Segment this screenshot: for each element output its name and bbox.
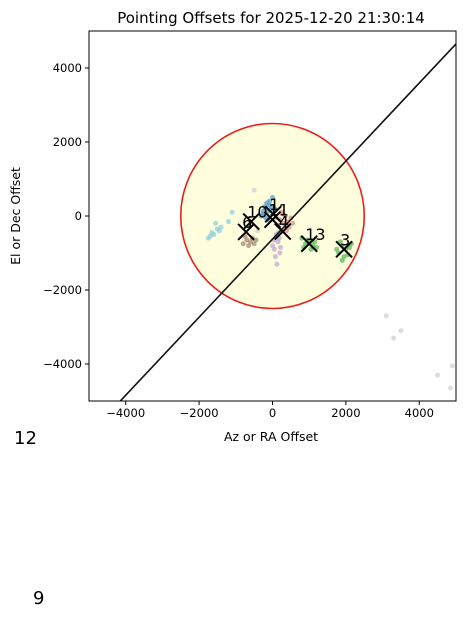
marker-cross-6-b <box>237 223 255 241</box>
x-tick-label-2: 0 <box>269 406 276 420</box>
marker-label-6: 6 <box>242 213 252 232</box>
x-axis-label: Az or RA Offset <box>224 429 318 444</box>
outside-label-9: 9 <box>33 588 45 609</box>
scatter-point-s3-7 <box>272 254 278 260</box>
x-axis: −4000 −2000 0 2000 4000 <box>106 401 434 420</box>
scatter-point-s0-8 <box>209 230 215 236</box>
scatter-point-s4-6 <box>251 241 257 247</box>
scatter-point-s1-10 <box>270 195 275 200</box>
scatter-point-s0-4 <box>213 220 219 226</box>
scatter-point-s4-2 <box>240 241 246 247</box>
y-axis: −4000 −2000 0 2000 4000 <box>43 61 89 371</box>
scatter-point-s6-3 <box>435 372 441 378</box>
scatter-point-s5-9 <box>339 257 345 263</box>
reference-line <box>119 43 456 401</box>
scatter-point-s1-4 <box>258 213 264 219</box>
scatter-point-s0-9 <box>216 228 222 234</box>
scatter-point-s6-5 <box>447 385 453 391</box>
x-tick-label-1: −2000 <box>180 406 219 420</box>
scatter-point-s6-0 <box>383 313 389 319</box>
scatter-point-s4-3 <box>246 243 252 249</box>
marker-cross-11-b <box>263 210 282 229</box>
scatter-point-s2-7 <box>281 211 287 217</box>
scatter-point-s3-3 <box>277 250 283 256</box>
x-tick-label-0: −4000 <box>106 406 145 420</box>
scatter-point-s3-4 <box>270 243 275 249</box>
x-tick-label-4: 4000 <box>405 406 434 420</box>
marker-label-4: 4 <box>279 213 289 232</box>
y-axis-label: El or Dec Offset <box>8 167 23 265</box>
scatter-point-s5-7 <box>334 246 340 252</box>
y-tick-label-0: −4000 <box>43 357 82 371</box>
marker-cross-10-b <box>242 212 260 231</box>
marker-label-11: 11 <box>269 201 289 220</box>
outside-label-12: 12 <box>14 428 37 449</box>
y-tick-label-1: −2000 <box>43 283 82 297</box>
scatter-point-s1-12 <box>264 200 270 206</box>
scatter-point-s3-5 <box>274 261 280 267</box>
marker-label-1: 1 <box>269 195 279 214</box>
marker-cross-3-b <box>335 240 353 259</box>
scatter-point-s0-6 <box>229 209 235 215</box>
chart-title: Pointing Offsets for 2025-12-20 21:30:14 <box>117 9 425 27</box>
y-tick-label-4: 4000 <box>53 61 82 75</box>
scatter-point-s6-6 <box>251 187 257 193</box>
marker-cross-13-b <box>300 235 318 253</box>
scatter-point-s2-11 <box>290 220 296 226</box>
scatter-point-s3-2 <box>271 246 277 252</box>
scatter-point-s6-4 <box>449 363 455 369</box>
marker-label-10: 10 <box>247 203 267 222</box>
marker-label-3: 3 <box>340 230 350 249</box>
scatter-point-s0-7 <box>207 233 213 239</box>
scatter-point-s6-2 <box>391 335 397 341</box>
scatter-point-s0-5 <box>225 219 231 225</box>
marker-cross-4-b <box>274 222 292 241</box>
scatter-point-s0-3 <box>218 224 224 230</box>
y-tick-label-3: 2000 <box>53 135 82 149</box>
x-tick-label-3: 2000 <box>331 406 360 420</box>
scatter-point-s4-7 <box>253 237 259 243</box>
scatter-point-s1-14 <box>272 206 278 212</box>
y-tick-label-2: 0 <box>75 209 82 223</box>
marker-label-13: 13 <box>305 225 325 244</box>
marker-cross-1-b <box>264 205 282 223</box>
scatter-point-s3-8 <box>278 244 284 250</box>
scatter-point-s6-1 <box>398 328 404 334</box>
